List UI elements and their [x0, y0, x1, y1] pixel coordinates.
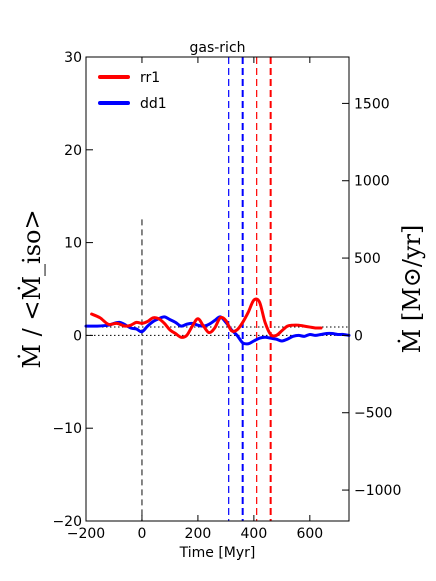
y-tick-label-right: 1500	[354, 96, 390, 112]
y-tick-label-right: −1000	[354, 483, 401, 499]
plot-frame	[85, 56, 350, 522]
legend-label-rr1: rr1	[140, 70, 160, 86]
y-tick-label-right: 0	[354, 328, 363, 344]
chart-title: gas-rich	[189, 40, 245, 56]
y-tick-label-left: 20	[64, 143, 82, 159]
x-tick-label: 200	[185, 526, 212, 542]
y-tick-label-right: 500	[354, 251, 381, 267]
y-tick-label-left: 10	[64, 236, 82, 252]
x-axis-label: Time [Myr]	[179, 545, 256, 561]
x-tick-label: 0	[137, 526, 146, 542]
y-tick-label-left: −20	[52, 514, 82, 530]
y-tick-label-left: 0	[73, 328, 82, 344]
y-tick-label-right: −500	[354, 406, 392, 422]
legend-label-dd1: dd1	[140, 96, 167, 112]
x-tick-label: 400	[241, 526, 268, 542]
x-tick-label: −200	[67, 526, 105, 542]
y-tick-label-right: 1000	[354, 174, 390, 190]
series-line-rr1	[90, 297, 323, 339]
x-tick-label: 600	[296, 526, 323, 542]
y-tick-label-left: −10	[52, 421, 82, 437]
y-axis-label-right: Ṁ [M⊙/yr]	[397, 225, 426, 354]
y-tick-label-left: 30	[64, 50, 82, 66]
y-axis-label-left: Ṁ / <Ṁ_iso>	[17, 209, 46, 368]
